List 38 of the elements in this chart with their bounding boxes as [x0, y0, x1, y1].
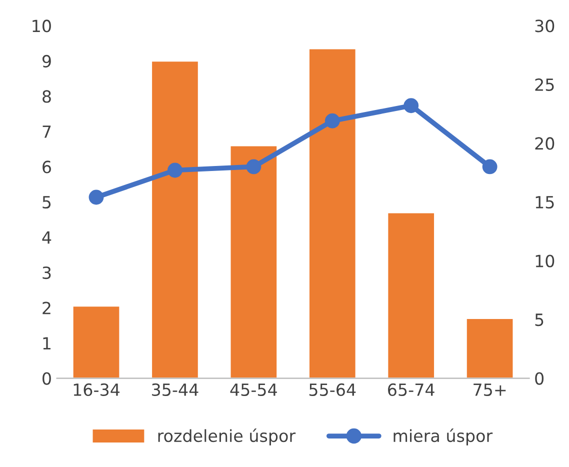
y2-tick-label: 5 — [535, 314, 544, 326]
point — [246, 159, 262, 174]
y-tick-label: 9 — [42, 54, 51, 68]
y-tick-label: 0 — [42, 372, 51, 385]
y-tick-label: 7 — [42, 126, 51, 138]
y2-tick-label: 10 — [536, 254, 554, 268]
bar — [386, 212, 436, 378]
point — [482, 159, 498, 174]
point — [168, 162, 182, 178]
y-tick-label: 4 — [42, 231, 52, 244]
x-tick-label: 35-44 — [152, 383, 198, 396]
y2-tick-label: 0 — [535, 372, 544, 385]
y-tick-label: 8 — [42, 90, 51, 103]
legend-label: rozdelenie úspor — [158, 428, 296, 446]
x-tick-label: 55-64 — [309, 383, 356, 396]
y2-tick-label: 20 — [535, 137, 554, 150]
y2-tick-label: 30 — [535, 20, 554, 32]
y-tick-label: 5 — [42, 196, 51, 209]
y2-tick-label: 25 — [535, 78, 554, 92]
point — [404, 98, 419, 114]
y2-tick-label: 15 — [536, 196, 554, 209]
y-tick-label: 10 — [32, 20, 51, 32]
bar — [308, 48, 357, 378]
y-tick-label: 3 — [42, 266, 51, 280]
point — [88, 190, 104, 205]
bar — [229, 144, 278, 378]
legend-label: miera úspor — [394, 428, 493, 446]
bar — [150, 60, 200, 378]
point — [324, 113, 340, 128]
y-tick-label: 6 — [42, 160, 51, 174]
x-tick-label: 65-74 — [388, 383, 434, 396]
y-tick-label: 1 — [43, 337, 50, 350]
x-tick-label: 75+ — [474, 384, 506, 396]
x-tick-label: 45-54 — [230, 384, 277, 396]
bar — [72, 305, 121, 378]
x-tick-label: 16-34 — [74, 383, 120, 396]
bar — [466, 318, 514, 378]
y-tick-label: 2 — [42, 302, 50, 314]
